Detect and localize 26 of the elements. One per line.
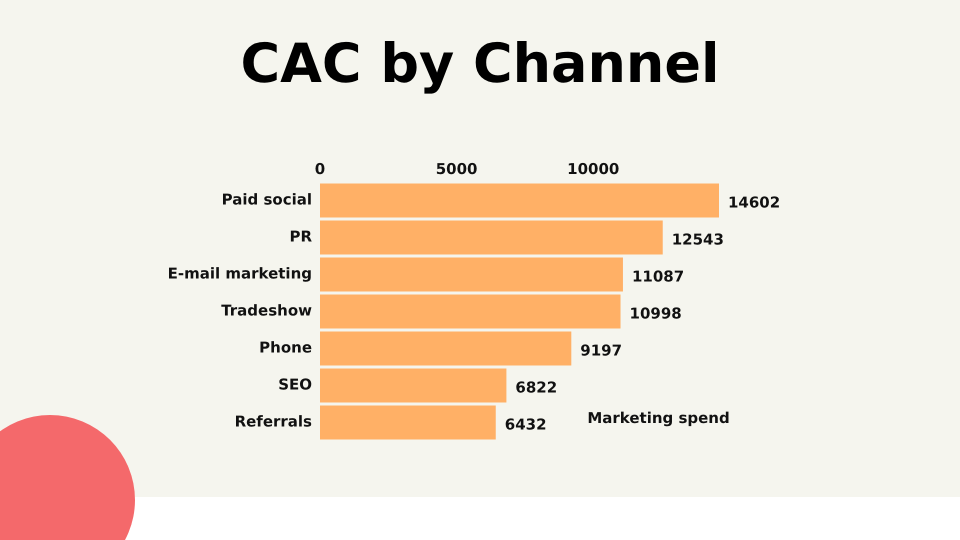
data-label: 9197: [580, 341, 622, 360]
bar: [320, 257, 623, 292]
x-tick-label: 10000: [567, 160, 620, 178]
chart-title: CAC by Channel: [239, 32, 721, 95]
bar: [320, 183, 719, 218]
data-label: 6432: [504, 415, 547, 434]
y-tick-label: PR: [289, 227, 312, 246]
bar: [320, 294, 621, 329]
data-label: 11087: [632, 267, 684, 286]
x-tick-label: 0: [314, 160, 326, 178]
data-label: 6822: [515, 378, 558, 396]
x-tick-label: 5000: [436, 160, 478, 178]
y-tick-label: Paid social: [222, 190, 312, 208]
y-tick-label: Phone: [259, 338, 312, 356]
bar: [320, 331, 572, 366]
y-tick-label: Referrals: [234, 412, 312, 430]
bar: [320, 405, 496, 440]
data-label: 14602: [728, 193, 780, 212]
y-tick-label: SEO: [278, 375, 312, 394]
bar: [320, 220, 663, 255]
x-axis-title: Marketing spend: [587, 408, 730, 427]
y-tick-label: E-mail marketing: [168, 264, 312, 282]
bar: [320, 368, 506, 403]
y-tick-label: Tradeshow: [221, 301, 312, 320]
data-label: 12543: [672, 230, 724, 248]
data-label: 10998: [630, 304, 682, 322]
